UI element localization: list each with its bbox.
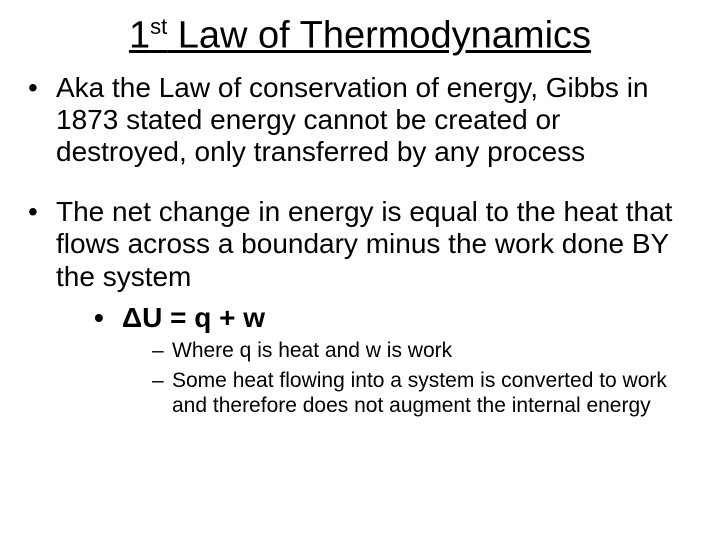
bullet-item-2: The net change in energy is equal to the… (28, 196, 692, 418)
title-pre: 1 (129, 15, 150, 57)
title-superscript: st (150, 14, 167, 39)
subsub-2-text: Some heat flowing into a system is conve… (172, 369, 667, 417)
slide-title: 1st Law of Thermodynamics (20, 14, 700, 58)
title-post: Law of Thermodynamics (167, 15, 591, 57)
sub-sub-bullet-list: Where q is heat and w is work Some heat … (122, 338, 692, 418)
subsub-item-1: Where q is heat and w is work (152, 338, 692, 363)
subsub-item-2: Some heat flowing into a system is conve… (152, 368, 692, 418)
equation-bullet: ΔU = q + w Where q is heat and w is work… (94, 301, 692, 418)
slide: 1st Law of Thermodynamics Aka the Law of… (0, 0, 720, 540)
bullet-2-text: The net change in energy is equal to the… (56, 196, 672, 291)
bullet-list: Aka the Law of conservation of energy, G… (20, 72, 700, 418)
equation-text: ΔU = q + w (122, 302, 265, 333)
subsub-1-text: Where q is heat and w is work (172, 339, 452, 362)
bullet-1-text: Aka the Law of conservation of energy, G… (56, 72, 648, 167)
sub-bullet-list: ΔU = q + w Where q is heat and w is work… (56, 301, 692, 418)
bullet-item-1: Aka the Law of conservation of energy, G… (28, 72, 692, 169)
